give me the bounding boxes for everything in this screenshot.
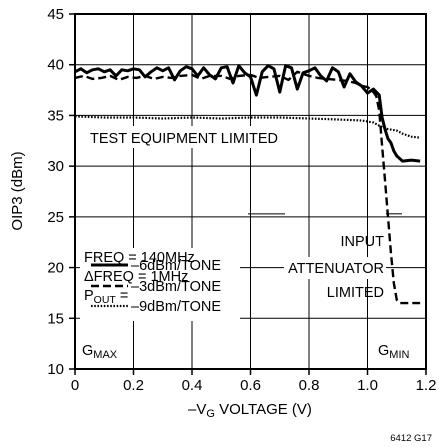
gmin-sub: MIN <box>389 349 409 361</box>
x-axis-title-a: –V <box>188 401 206 418</box>
pout-eq: = <box>116 288 129 304</box>
x-tick-labels: 0 0.2 0.4 0.6 0.8 1.0 1.2 <box>71 377 437 394</box>
dfreq-label: ΔFREQ = 1MHz <box>84 269 188 285</box>
x-tick-label: 0.6 <box>240 377 261 394</box>
y-tick-label: 30 <box>47 158 64 175</box>
y-tick-label: 25 <box>47 209 64 226</box>
gmax-main: G <box>82 343 93 359</box>
y-tick-label: 40 <box>47 57 64 74</box>
x-tick-label: 0 <box>71 377 79 394</box>
y-axis-title: OIP3 (dBm) <box>9 151 26 230</box>
input-label: INPUT <box>341 234 385 250</box>
y-tick-label: 15 <box>47 310 64 327</box>
y-tick-label: 45 <box>47 6 64 23</box>
pout-sub: OUT <box>94 294 117 306</box>
gmax-bg <box>79 338 131 363</box>
x-tick-label: 0.8 <box>299 377 320 394</box>
y-tick-labels: 10 15 20 25 30 35 40 45 <box>47 6 64 378</box>
y-tick-label: 20 <box>47 260 64 277</box>
legend-bg <box>80 248 240 321</box>
x-tick-label: 0.4 <box>182 377 203 394</box>
x-axis-title-b: VOLTAGE (V) <box>215 401 312 418</box>
legend-entry-solid: –6dBm/TONE <box>131 258 221 274</box>
pout-label: POUT = <box>84 288 128 306</box>
limited-label: LIMITED <box>327 285 384 301</box>
y-tick-label: 10 <box>47 361 64 378</box>
legend: FREQ = 140MHz ΔFREQ = 1MHz POUT = –6dBm/… <box>80 248 240 321</box>
attenuator-label: ATTENUATOR <box>288 261 384 277</box>
gmax-label: GMAX <box>82 343 118 361</box>
x-axis-title-sub: G <box>206 408 215 420</box>
series-line-solid <box>75 64 421 163</box>
series-line-dashed <box>75 70 421 305</box>
x-tick-label: 0.2 <box>123 377 144 394</box>
test-equipment-label-bg <box>85 126 299 148</box>
legend-entry-dotted: –9dBm/TONE <box>131 299 221 315</box>
x-tick-label: 1.0 <box>357 377 378 394</box>
legend-entry-dashed: –3dBm/TONE <box>131 279 221 295</box>
pout-main: P <box>84 288 94 304</box>
gmin-main: G <box>378 343 389 359</box>
attenuator-label-bg <box>284 257 386 279</box>
axis-ticks <box>69 13 427 375</box>
freq-label: FREQ = 140MHz <box>84 250 195 266</box>
x-tick-label: 1.2 <box>416 377 437 394</box>
series-line-dotted <box>75 115 421 139</box>
figure-id: 6412 G17 <box>390 433 432 444</box>
test-equipment-label: TEST EQUIPMENT LIMITED <box>90 131 278 147</box>
y-tick-label: 35 <box>47 107 64 124</box>
series-group <box>75 64 421 305</box>
x-axis-title: –VG VOLTAGE (V) <box>188 401 312 420</box>
gmax-sub: MAX <box>93 349 118 361</box>
gmin-label: GMIN <box>378 343 410 361</box>
